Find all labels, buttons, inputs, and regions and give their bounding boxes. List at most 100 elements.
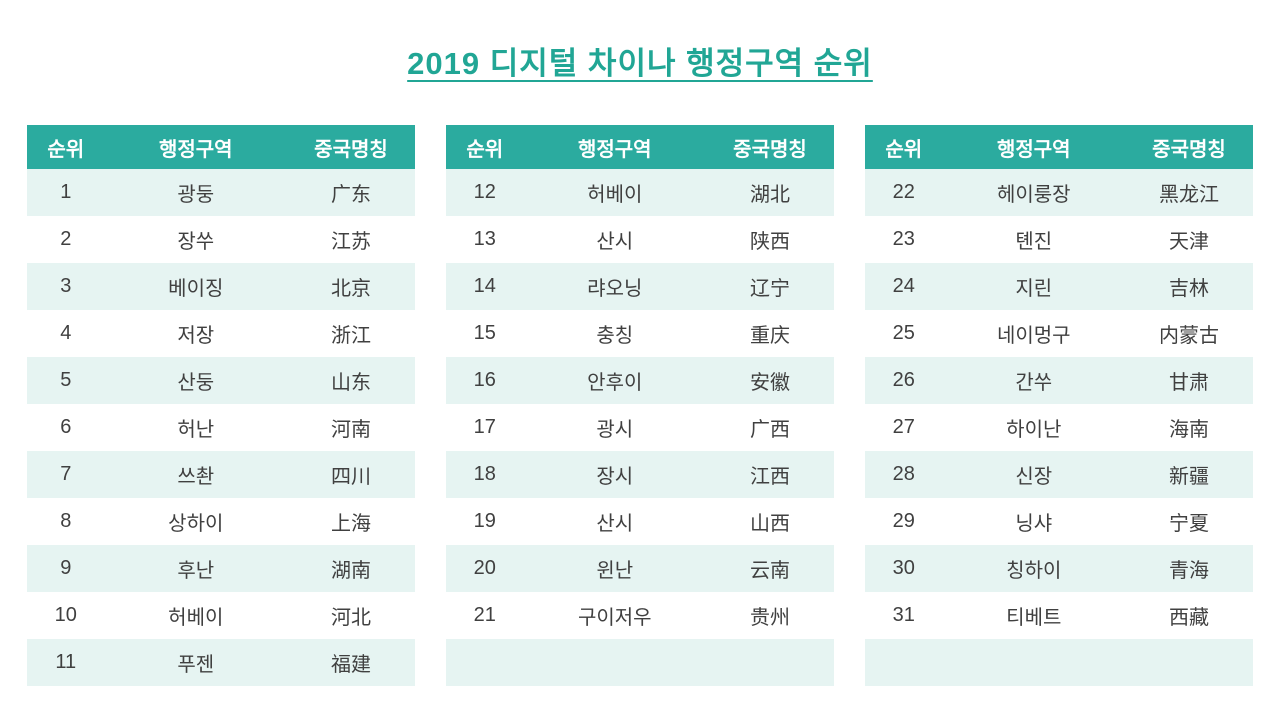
chinese-name-cell: 贵州 <box>705 592 834 639</box>
chinese-name-cell: 山东 <box>286 357 415 404</box>
table-row <box>446 639 834 686</box>
tables-container: 순위 행정구역 중국명칭 1 광둥 广东 2 장쑤 江苏 3 베이징 北京 4 저장 浙江 5 산둥 山东 6 허난 河… <box>0 125 1280 686</box>
rank-cell: 23 <box>865 216 943 263</box>
rank-cell: 6 <box>27 404 105 451</box>
ranking-table-1: 순위 행정구역 중국명칭 1 광둥 广东 2 장쑤 江苏 3 베이징 北京 4 저장 浙江 5 산둥 山东 6 허난 河… <box>27 125 415 686</box>
region-cell: 랴오닝 <box>523 263 706 310</box>
table-row: 26 간쑤 甘肃 <box>865 357 1253 404</box>
rank-cell: 22 <box>865 169 943 216</box>
chinese-name-cell: 安徽 <box>705 357 834 404</box>
table-row: 13 산시 陕西 <box>446 216 834 263</box>
table-row: 30 칭하이 青海 <box>865 545 1253 592</box>
column-header: 중국명칭 <box>286 125 415 169</box>
rank-cell: 4 <box>27 310 105 357</box>
column-header: 행정구역 <box>104 125 287 169</box>
chinese-name-cell: 青海 <box>1124 545 1253 592</box>
region-cell: 장시 <box>523 451 706 498</box>
chinese-name-cell: 浙江 <box>286 310 415 357</box>
rank-cell: 2 <box>27 216 105 263</box>
column-header: 중국명칭 <box>1124 125 1253 169</box>
region-cell: 티베트 <box>942 592 1125 639</box>
ranking-table-3: 순위 행정구역 중국명칭 22 헤이룽장 黑龙江 23 톈진 天津 24 지린 吉林 25 네이멍구 内蒙古… <box>865 125 1253 686</box>
chinese-name-cell <box>705 639 834 686</box>
region-cell: 허베이 <box>523 169 706 216</box>
rank-cell: 7 <box>27 451 105 498</box>
table-row: 9 후난 湖南 <box>27 545 415 592</box>
table-row: 7 쓰촨 四川 <box>27 451 415 498</box>
region-cell: 장쑤 <box>104 216 287 263</box>
table-row: 3 베이징 北京 <box>27 263 415 310</box>
table-row: 21 구이저우 贵州 <box>446 592 834 639</box>
chinese-name-cell: 河北 <box>286 592 415 639</box>
chinese-name-cell: 福建 <box>286 639 415 686</box>
table-row: 12 허베이 湖北 <box>446 169 834 216</box>
table-row: 18 장시 江西 <box>446 451 834 498</box>
region-cell: 칭하이 <box>942 545 1125 592</box>
region-cell: 헤이룽장 <box>942 169 1125 216</box>
table-row: 11 푸젠 福建 <box>27 639 415 686</box>
chinese-name-cell: 甘肃 <box>1124 357 1253 404</box>
column-header: 순위 <box>446 125 524 169</box>
rank-cell: 12 <box>446 169 524 216</box>
region-cell: 저장 <box>104 310 287 357</box>
rank-cell: 31 <box>865 592 943 639</box>
chinese-name-cell: 海南 <box>1124 404 1253 451</box>
region-cell <box>942 639 1125 686</box>
rank-cell: 18 <box>446 451 524 498</box>
chinese-name-cell: 陕西 <box>705 216 834 263</box>
chinese-name-cell: 河南 <box>286 404 415 451</box>
region-cell: 닝샤 <box>942 498 1125 545</box>
table-row: 5 산둥 山东 <box>27 357 415 404</box>
rank-cell: 11 <box>27 639 105 686</box>
rank-cell: 29 <box>865 498 943 545</box>
table-row: 4 저장 浙江 <box>27 310 415 357</box>
column-header: 순위 <box>27 125 105 169</box>
rank-cell: 3 <box>27 263 105 310</box>
header-row: 순위 행정구역 중국명칭 <box>27 125 415 169</box>
region-cell: 광둥 <box>104 169 287 216</box>
ranking-table-2: 순위 행정구역 중국명칭 12 허베이 湖北 13 산시 陕西 14 랴오닝 辽宁 15 충칭 重庆 16 안후… <box>446 125 834 686</box>
table-row: 19 산시 山西 <box>446 498 834 545</box>
rank-cell: 17 <box>446 404 524 451</box>
rank-cell: 30 <box>865 545 943 592</box>
table-row: 22 헤이룽장 黑龙江 <box>865 169 1253 216</box>
chinese-name-cell: 新疆 <box>1124 451 1253 498</box>
chinese-name-cell: 江苏 <box>286 216 415 263</box>
region-cell: 구이저우 <box>523 592 706 639</box>
table-row: 24 지린 吉林 <box>865 263 1253 310</box>
table-row: 25 네이멍구 内蒙古 <box>865 310 1253 357</box>
table-row: 29 닝샤 宁夏 <box>865 498 1253 545</box>
region-cell: 윈난 <box>523 545 706 592</box>
rank-cell: 5 <box>27 357 105 404</box>
column-header: 순위 <box>865 125 943 169</box>
chinese-name-cell: 天津 <box>1124 216 1253 263</box>
region-cell: 광시 <box>523 404 706 451</box>
table-row: 31 티베트 西藏 <box>865 592 1253 639</box>
region-cell: 간쑤 <box>942 357 1125 404</box>
chinese-name-cell: 江西 <box>705 451 834 498</box>
region-cell: 후난 <box>104 545 287 592</box>
rank-cell: 21 <box>446 592 524 639</box>
region-cell: 신장 <box>942 451 1125 498</box>
region-cell: 허베이 <box>104 592 287 639</box>
column-header: 행정구역 <box>523 125 706 169</box>
rank-cell: 19 <box>446 498 524 545</box>
region-cell: 산시 <box>523 498 706 545</box>
region-cell: 상하이 <box>104 498 287 545</box>
table-row: 16 안후이 安徽 <box>446 357 834 404</box>
rank-cell: 15 <box>446 310 524 357</box>
table-row: 10 허베이 河北 <box>27 592 415 639</box>
chinese-name-cell: 广西 <box>705 404 834 451</box>
table-row: 8 상하이 上海 <box>27 498 415 545</box>
table-row <box>865 639 1253 686</box>
region-cell: 산둥 <box>104 357 287 404</box>
page-title: 2019 디지털 차이나 행정구역 순위 <box>407 46 873 81</box>
rank-cell: 28 <box>865 451 943 498</box>
rank-cell: 26 <box>865 357 943 404</box>
table-row: 20 윈난 云南 <box>446 545 834 592</box>
rank-cell: 20 <box>446 545 524 592</box>
region-cell: 푸젠 <box>104 639 287 686</box>
rank-cell: 25 <box>865 310 943 357</box>
chinese-name-cell: 湖北 <box>705 169 834 216</box>
